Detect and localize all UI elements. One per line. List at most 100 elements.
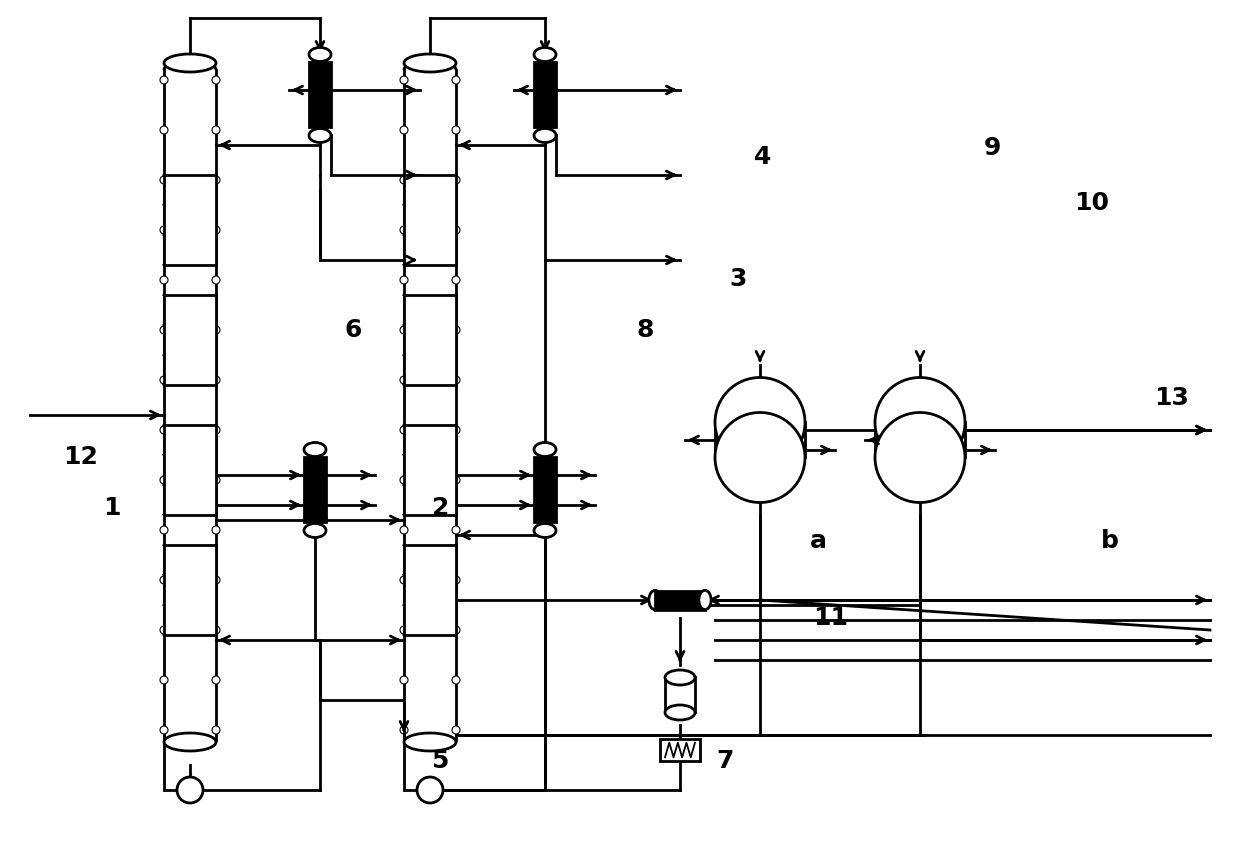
Bar [164,545,216,635]
Ellipse shape [715,413,805,503]
Ellipse shape [699,591,711,610]
Circle shape [212,626,219,634]
Circle shape [212,126,219,134]
Bar [404,175,456,265]
Text: 3: 3 [729,267,746,291]
Bar [534,458,556,523]
Circle shape [453,576,460,584]
Circle shape [160,226,167,234]
Circle shape [212,726,219,734]
Circle shape [401,376,408,384]
Circle shape [453,376,460,384]
Ellipse shape [875,377,965,468]
Circle shape [401,226,408,234]
Ellipse shape [534,129,556,142]
Text: 1: 1 [103,496,120,519]
Circle shape [401,276,408,284]
Ellipse shape [309,47,331,62]
Bar [660,739,701,761]
Ellipse shape [309,129,331,142]
Circle shape [453,676,460,684]
Ellipse shape [304,442,326,457]
Circle shape [401,526,408,534]
Circle shape [453,76,460,84]
Circle shape [453,226,460,234]
Ellipse shape [164,54,216,72]
Circle shape [401,176,408,184]
Circle shape [212,276,219,284]
Circle shape [160,626,167,634]
Circle shape [212,176,219,184]
Bar [655,591,706,610]
Circle shape [401,126,408,134]
Circle shape [453,176,460,184]
Circle shape [401,726,408,734]
Ellipse shape [164,733,216,751]
Text: 12: 12 [63,445,98,469]
Bar [164,425,216,515]
Circle shape [212,476,219,484]
Circle shape [453,726,460,734]
Ellipse shape [649,591,661,610]
Circle shape [453,426,460,434]
Bar [665,678,694,712]
Text: 10: 10 [1074,191,1109,215]
Ellipse shape [534,442,556,457]
Bar [404,425,456,515]
Circle shape [212,676,219,684]
Circle shape [160,676,167,684]
Text: 11: 11 [813,606,848,629]
Text: 9: 9 [983,136,1001,160]
Circle shape [401,76,408,84]
Bar [404,545,456,635]
Text: a: a [810,530,827,553]
Ellipse shape [665,670,694,685]
Circle shape [160,526,167,534]
Circle shape [401,576,408,584]
Ellipse shape [534,524,556,537]
Circle shape [401,676,408,684]
Bar [304,458,326,523]
Text: b: b [1101,530,1118,553]
Text: 5: 5 [432,750,449,773]
Circle shape [160,276,167,284]
Bar [534,63,556,128]
Text: 4: 4 [754,145,771,168]
Circle shape [160,76,167,84]
Bar [404,295,456,385]
Circle shape [160,376,167,384]
Circle shape [401,626,408,634]
Circle shape [160,576,167,584]
Ellipse shape [304,524,326,537]
Circle shape [212,76,219,84]
Ellipse shape [665,705,694,720]
Circle shape [160,726,167,734]
Circle shape [177,777,203,803]
Circle shape [212,526,219,534]
Text: 8: 8 [636,318,653,342]
Text: 7: 7 [717,750,734,773]
Circle shape [453,276,460,284]
Circle shape [417,777,443,803]
Circle shape [453,476,460,484]
Circle shape [212,576,219,584]
Text: 6: 6 [345,318,362,342]
Ellipse shape [715,377,805,468]
Circle shape [160,176,167,184]
Circle shape [401,476,408,484]
Circle shape [160,476,167,484]
Circle shape [160,426,167,434]
Circle shape [212,326,219,334]
Ellipse shape [534,47,556,62]
Bar [164,175,216,265]
Bar [164,295,216,385]
Circle shape [453,526,460,534]
Ellipse shape [404,733,456,751]
Circle shape [453,626,460,634]
Ellipse shape [404,54,456,72]
Circle shape [212,226,219,234]
Circle shape [212,426,219,434]
Circle shape [160,326,167,334]
Bar [715,422,805,458]
Text: 13: 13 [1154,386,1189,409]
